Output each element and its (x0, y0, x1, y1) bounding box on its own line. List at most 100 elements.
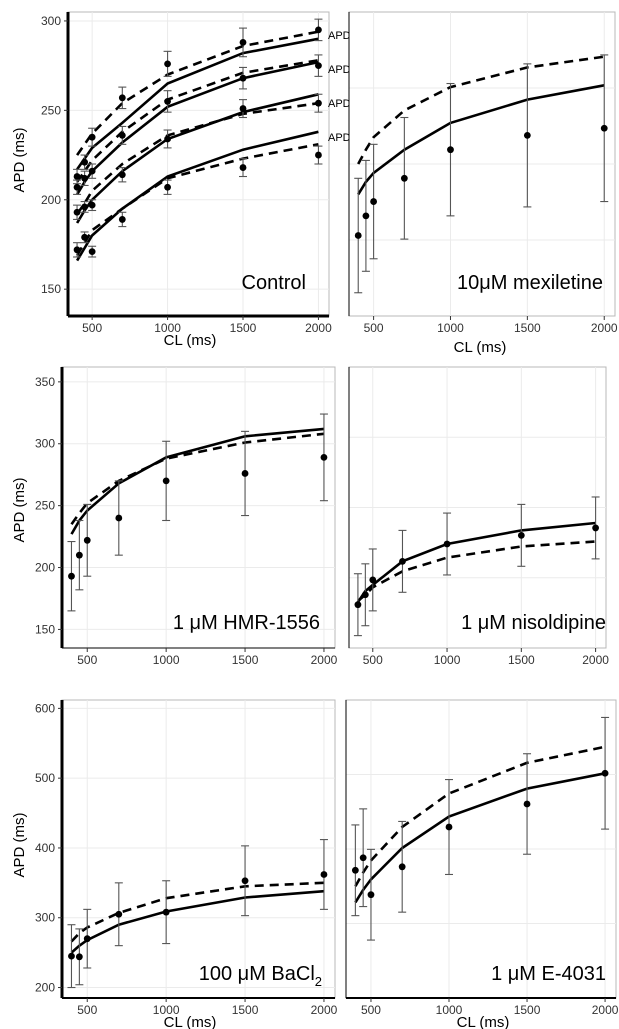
data-point (239, 164, 247, 171)
data-point (83, 935, 91, 943)
x-tick-label: 2000 (591, 321, 618, 335)
data-point (88, 248, 96, 256)
panel-nisoldipine: 500 1000 1500 2000 1 μM nisoldipine (348, 366, 609, 667)
plot-area: 500 1000 1500 2000 150 200 250 300 350 (35, 366, 338, 667)
x-tick-label: 1500 (232, 1003, 259, 1017)
data-point (162, 477, 170, 485)
x-tick-label: 500 (77, 653, 97, 667)
y-tick-label: 150 (41, 282, 61, 296)
data-point (68, 952, 75, 960)
x-tick-label: 1500 (230, 321, 257, 335)
plot-frame (61, 699, 336, 999)
data-point (118, 94, 126, 102)
data-point (443, 540, 451, 548)
panel-bacl2: 500 1000 1500 2000 200 300 400 500 600 100 μM Ba… (11, 699, 338, 1029)
x-tick-label: 1500 (514, 1003, 541, 1017)
x-tick-label: 500 (364, 321, 384, 335)
x-tick-label: 1500 (508, 653, 535, 667)
data-point (75, 551, 83, 559)
plot-frame (67, 11, 330, 317)
x-tick-label: 2000 (311, 653, 338, 667)
x-tick-label: 2000 (305, 321, 332, 335)
x-tick-label: 500 (363, 653, 383, 667)
y-tick-label: 250 (41, 103, 61, 117)
panel-label-main: 100 μM BaCl (199, 963, 315, 985)
y-axis-label: APD (ms) (11, 128, 28, 193)
data-point (320, 871, 328, 878)
data-point (73, 246, 81, 254)
data-point (164, 60, 171, 68)
data-point (239, 74, 247, 82)
data-point (162, 908, 170, 916)
y-tick-label: 200 (35, 561, 55, 575)
x-axis-label: CL (ms) (454, 339, 507, 356)
x-tick-label: 2000 (582, 653, 609, 667)
y-tick-label: 150 (35, 622, 55, 636)
data-point (75, 953, 83, 961)
data-point (362, 212, 370, 220)
data-point (81, 158, 88, 166)
data-point (81, 174, 88, 182)
data-point (361, 591, 369, 599)
x-tick-label: 1000 (437, 321, 464, 335)
data-point (369, 576, 377, 584)
data-point (315, 62, 322, 70)
panel-mexiletine: 500 1000 1500 2000 10μM mexiletine CL (ms) (348, 11, 618, 356)
data-point (399, 557, 406, 565)
data-point (592, 524, 600, 532)
y-tick-label: 200 (35, 981, 55, 995)
panel-label-subscript: 2 (315, 974, 322, 989)
x-tick-label: 1000 (153, 1003, 180, 1017)
y-axis-label: APD (ms) (11, 813, 28, 878)
data-point (164, 183, 171, 191)
series-group (67, 839, 328, 989)
data-point (400, 174, 408, 182)
y-tick-label: 300 (35, 911, 55, 925)
x-tick-label: 2000 (311, 1003, 338, 1017)
y-tick-label: 300 (41, 14, 61, 28)
data-point (81, 203, 88, 211)
model-solid-line-3 (75, 130, 319, 262)
data-point (315, 151, 322, 159)
data-point (447, 146, 454, 154)
panel-label: 1 μM E-4031 (491, 963, 606, 985)
panel-label: 100 μM BaCl2 (199, 963, 322, 989)
data-point (398, 863, 406, 871)
x-tick-label: 1000 (434, 653, 461, 667)
y-tick-label: 350 (35, 375, 55, 389)
data-point (601, 769, 609, 777)
data-point (68, 572, 75, 580)
data-point (81, 233, 88, 241)
data-point (239, 105, 247, 112)
data-point (239, 39, 247, 46)
data-point (118, 216, 126, 223)
data-point (315, 26, 322, 34)
panel-hmr-1556: 500 1000 1500 2000 150 200 250 300 350 1 μM HMR-… (11, 366, 338, 667)
x-tick-label: 1500 (514, 321, 541, 335)
y-tick-label: 250 (35, 499, 55, 513)
y-tick-label: 200 (41, 193, 61, 207)
data-point (354, 601, 362, 609)
x-tick-label: 2000 (592, 1003, 619, 1017)
y-axis-label: APD (ms) (11, 478, 28, 543)
x-tick-label: 1500 (232, 653, 259, 667)
x-axis-label: CL (ms) (457, 1014, 510, 1029)
data-point (164, 98, 171, 105)
data-point (88, 167, 96, 175)
data-point (351, 866, 359, 874)
y-tick-label: 600 (35, 701, 55, 715)
plot-frame (61, 366, 336, 649)
series-group (353, 496, 600, 637)
data-point (115, 514, 123, 522)
data-point (320, 453, 328, 461)
panel-label: Control (242, 272, 306, 294)
panel-control: 500 1000 1500 2000 150 200 250 300 Control CL (… (11, 11, 363, 349)
series-group (351, 716, 610, 941)
x-tick-label: 500 (361, 1003, 381, 1017)
data-point (88, 201, 96, 209)
plot-area: 500 1000 1500 2000 (348, 366, 609, 667)
data-point (88, 133, 96, 141)
data-point (241, 877, 249, 885)
panel-label: 1 μM nisoldipine (461, 612, 606, 634)
x-tick-label: 1000 (153, 653, 180, 667)
